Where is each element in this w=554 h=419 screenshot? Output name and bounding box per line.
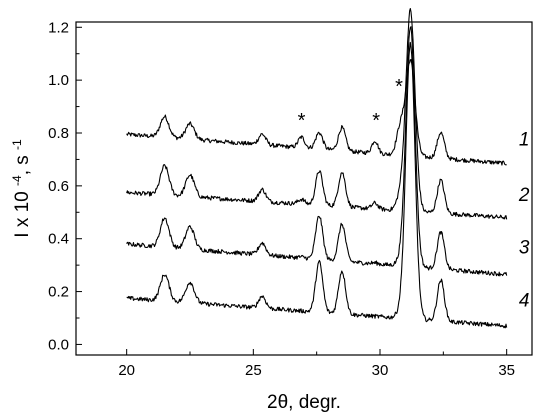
- x-axis-title: 2θ, degr.: [267, 392, 341, 413]
- series-line-1: [126, 59, 507, 166]
- y-axis-title-main: I x 10: [12, 186, 33, 238]
- x-tick-label: 25: [245, 362, 262, 379]
- y-tick-label: 0.4: [48, 231, 69, 248]
- y-tick-label: 0.2: [48, 284, 69, 301]
- curve-label-2: 2: [518, 185, 530, 206]
- y-tick-label: 0.0: [48, 336, 69, 353]
- asterisk-annotation: *: [372, 110, 380, 132]
- y-axis-title-exp1: -4: [10, 175, 24, 186]
- x-tick-label: 35: [498, 362, 515, 379]
- curve-label-1: 1: [519, 129, 530, 150]
- y-tick-label: 1.2: [48, 19, 69, 36]
- labels: 1 2 3 4 * * *: [298, 76, 530, 312]
- series-line-2: [126, 7, 508, 220]
- axes: 20 25 30 35 0.0 0.2 0.4 0.6 0.8 1.0 1.2 2θ, degr. I …: [10, 19, 533, 413]
- series-line-3: [126, 26, 508, 277]
- y-tick-label: 1.0: [48, 72, 69, 89]
- y-tick-label: 0.6: [48, 178, 69, 195]
- plot-frame: [75, 21, 533, 356]
- x-tick-label: 20: [118, 362, 135, 379]
- curve-label-3: 3: [519, 238, 530, 259]
- asterisk-annotation: *: [298, 110, 306, 132]
- curve-label-4: 4: [519, 291, 530, 312]
- asterisk-annotation: *: [395, 76, 403, 98]
- series-line-4: [126, 41, 508, 329]
- curves: [126, 7, 508, 329]
- y-axis-title: I x 10 -4, s -1: [10, 139, 33, 238]
- y-axis-title-mid: , s: [12, 150, 33, 175]
- x-tick-label: 30: [372, 362, 389, 379]
- y-tick-label: 0.8: [48, 125, 69, 142]
- y-axis-title-exp2: -1: [10, 139, 24, 150]
